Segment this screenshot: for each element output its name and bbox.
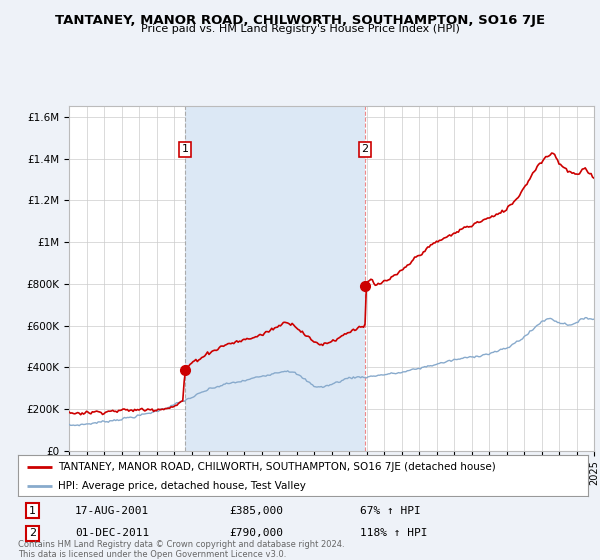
Text: TANTANEY, MANOR ROAD, CHILWORTH, SOUTHAMPTON, SO16 7JE (detached house): TANTANEY, MANOR ROAD, CHILWORTH, SOUTHAM… bbox=[58, 461, 496, 472]
Text: TANTANEY, MANOR ROAD, CHILWORTH, SOUTHAMPTON, SO16 7JE: TANTANEY, MANOR ROAD, CHILWORTH, SOUTHAM… bbox=[55, 14, 545, 27]
Bar bbox=[185, 106, 365, 451]
Text: 67% ↑ HPI: 67% ↑ HPI bbox=[360, 506, 421, 516]
Text: 1: 1 bbox=[29, 506, 36, 516]
Text: 17-AUG-2001: 17-AUG-2001 bbox=[75, 506, 149, 516]
Text: 1: 1 bbox=[181, 144, 188, 155]
Text: 118% ↑ HPI: 118% ↑ HPI bbox=[360, 529, 427, 538]
Text: Contains HM Land Registry data © Crown copyright and database right 2024.
This d: Contains HM Land Registry data © Crown c… bbox=[18, 540, 344, 559]
Text: HPI: Average price, detached house, Test Valley: HPI: Average price, detached house, Test… bbox=[58, 480, 306, 491]
Text: £385,000: £385,000 bbox=[229, 506, 283, 516]
Text: £790,000: £790,000 bbox=[229, 529, 283, 538]
Text: 2: 2 bbox=[361, 144, 368, 155]
Text: 01-DEC-2011: 01-DEC-2011 bbox=[75, 529, 149, 538]
Text: 2: 2 bbox=[29, 529, 36, 538]
Text: Price paid vs. HM Land Registry's House Price Index (HPI): Price paid vs. HM Land Registry's House … bbox=[140, 24, 460, 34]
